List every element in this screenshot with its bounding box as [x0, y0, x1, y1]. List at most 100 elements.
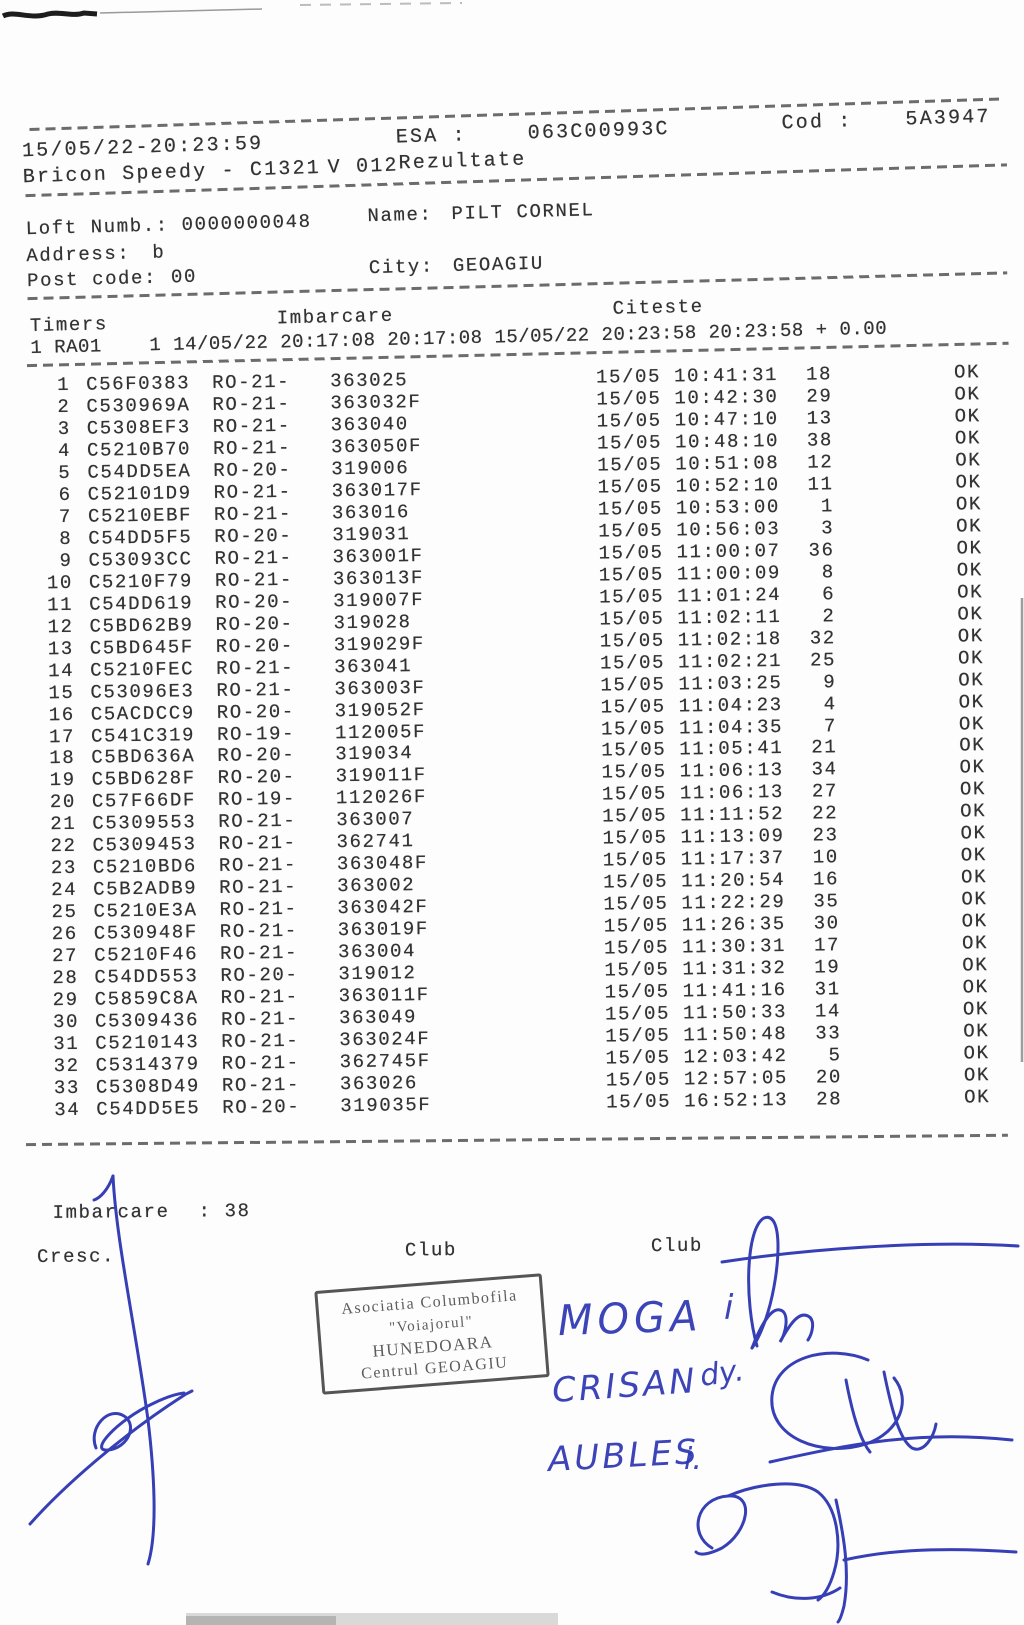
row-status: OK — [956, 558, 983, 582]
row-ring-code: C53093CC — [88, 547, 193, 572]
signature-club-3 — [694, 1482, 1018, 1624]
row-country-year: RO-20- — [214, 524, 293, 548]
row-order-number: 20 — [815, 1066, 843, 1089]
row-country-year: RO-20- — [220, 963, 299, 987]
breeder-signature-label: Cresc. — [36, 1245, 116, 1269]
row-order-number: 25 — [809, 648, 837, 672]
row-status: OK — [963, 1064, 991, 1087]
loft-number-label: Loft Numb.: — [25, 214, 169, 241]
row-ring-code: C5210F46 — [93, 943, 199, 967]
timer-record-line: 1 RA01 1 14/05/22 20:17:08 20:17:08 15/0… — [30, 317, 888, 359]
device-version: V 012 — [327, 154, 400, 180]
row-ring-number: 363041 — [333, 654, 413, 678]
row-order-number: 8 — [821, 560, 835, 584]
row-ring-number: 363024F — [339, 1027, 431, 1052]
signature-club-2 — [768, 1351, 1014, 1464]
row-rank: 34 — [54, 1098, 81, 1122]
row-ring-number: 363049 — [338, 1006, 418, 1030]
row-ring-code: C54DD5F5 — [88, 525, 193, 550]
printed-datetime: 15/05/22-20:23:59 — [21, 132, 264, 164]
row-order-number: 11 — [807, 473, 834, 496]
handwritten-mark-1: i — [724, 1288, 734, 1328]
row-order-number: 4 — [823, 692, 837, 715]
row-ring-number: 362741 — [336, 830, 415, 854]
owner-name-value: PILT CORNEL — [451, 199, 595, 225]
row-rank: 33 — [53, 1076, 81, 1100]
row-ring-code: C5BD645F — [89, 635, 194, 660]
row-country-year: RO-21- — [214, 546, 293, 570]
row-ring-code: C5309453 — [92, 833, 197, 857]
row-ring-code: C541C319 — [90, 723, 196, 748]
row-ring-code: C5210FEC — [89, 657, 195, 682]
imbarcare-total-label: Imbarcare — [52, 1200, 170, 1224]
row-country-year: RO-21- — [211, 370, 291, 394]
row-rank: 31 — [53, 1032, 80, 1056]
row-country-year: RO-19- — [217, 788, 297, 812]
row-ring-code: C54DD619 — [89, 591, 194, 616]
row-order-number: 2 — [822, 604, 836, 628]
row-ring-code: C5859C8A — [94, 987, 199, 1011]
row-country-year: RO-21- — [214, 568, 294, 592]
city-value: GEOAGIU — [452, 252, 545, 277]
row-ring-number: 363004 — [337, 940, 417, 964]
row-ring-code: C5309436 — [94, 1009, 200, 1033]
club-signature-label-1: Club — [404, 1239, 458, 1262]
imbarcare-column-label: Imbarcare — [276, 304, 395, 330]
row-rank: 22 — [50, 835, 77, 858]
row-ring-code: C5210BD6 — [92, 855, 198, 879]
row-country-year: RO-21- — [218, 810, 297, 834]
row-ring-number: 363002 — [337, 874, 416, 898]
row-ring-number: 319012 — [338, 962, 417, 986]
row-country-year: RO-21- — [219, 941, 299, 966]
row-country-year: RO-20- — [215, 612, 294, 636]
row-rank: 2 — [57, 395, 71, 419]
row-rank: 7 — [58, 505, 73, 528]
row-rank: 10 — [46, 571, 74, 594]
row-ring-number: 363025 — [329, 369, 409, 393]
row-country-year: RO-21- — [220, 1007, 300, 1031]
bottom-edge-smudge — [186, 1613, 558, 1625]
row-rank: 12 — [47, 615, 74, 638]
post-code-value: 00 — [170, 265, 198, 289]
row-ring-code: C54DD5E5 — [96, 1097, 201, 1121]
row-ring-code: C5314379 — [95, 1053, 200, 1077]
row-ring-number: 363019F — [337, 918, 429, 942]
handwritten-name-moga: MOGA — [557, 1292, 704, 1346]
row-country-year: RO-21- — [218, 832, 297, 856]
top-edge-dashes — [299, 2, 463, 6]
row-order-number: 9 — [823, 670, 837, 693]
row-status: OK — [956, 514, 983, 538]
row-ring-code: C530969A — [86, 394, 191, 418]
row-ring-number: 363007 — [336, 808, 415, 832]
row-rank: 18 — [49, 747, 76, 770]
row-rank: 16 — [48, 703, 75, 726]
row-ring-number: 363026 — [339, 1072, 419, 1096]
row-country-year: RO-21- — [213, 480, 292, 504]
row-ring-code: C5B2ADB9 — [93, 877, 198, 901]
row-country-year: RO-20- — [215, 590, 294, 614]
row-status: OK — [954, 405, 981, 428]
row-ring-number: 319031 — [332, 522, 411, 546]
row-status: OK — [957, 646, 985, 670]
row-ring-code: C56F0383 — [85, 372, 191, 396]
row-rank: 19 — [49, 769, 76, 792]
row-ring-number: 363032F — [330, 390, 422, 415]
row-ring-code: C530948F — [93, 921, 198, 945]
row-rank: 32 — [53, 1054, 80, 1078]
row-rank: 23 — [50, 857, 78, 880]
row-ring-code: C5210E3A — [93, 899, 198, 923]
row-ring-number: 363016 — [331, 500, 411, 525]
row-ring-code: C5210EBF — [87, 503, 193, 528]
row-status: OK — [959, 734, 986, 757]
row-order-number: 6 — [821, 582, 836, 606]
row-order-number: 23 — [812, 824, 839, 847]
row-order-number: 34 — [811, 758, 838, 781]
row-status: OK — [961, 888, 988, 911]
row-rank: 14 — [47, 659, 75, 682]
row-status: OK — [955, 470, 982, 494]
row-rank: 11 — [47, 593, 74, 616]
signature-club-1 — [720, 1215, 1020, 1350]
row-order-number: 27 — [811, 780, 839, 803]
row-order-number: 14 — [814, 1000, 842, 1023]
